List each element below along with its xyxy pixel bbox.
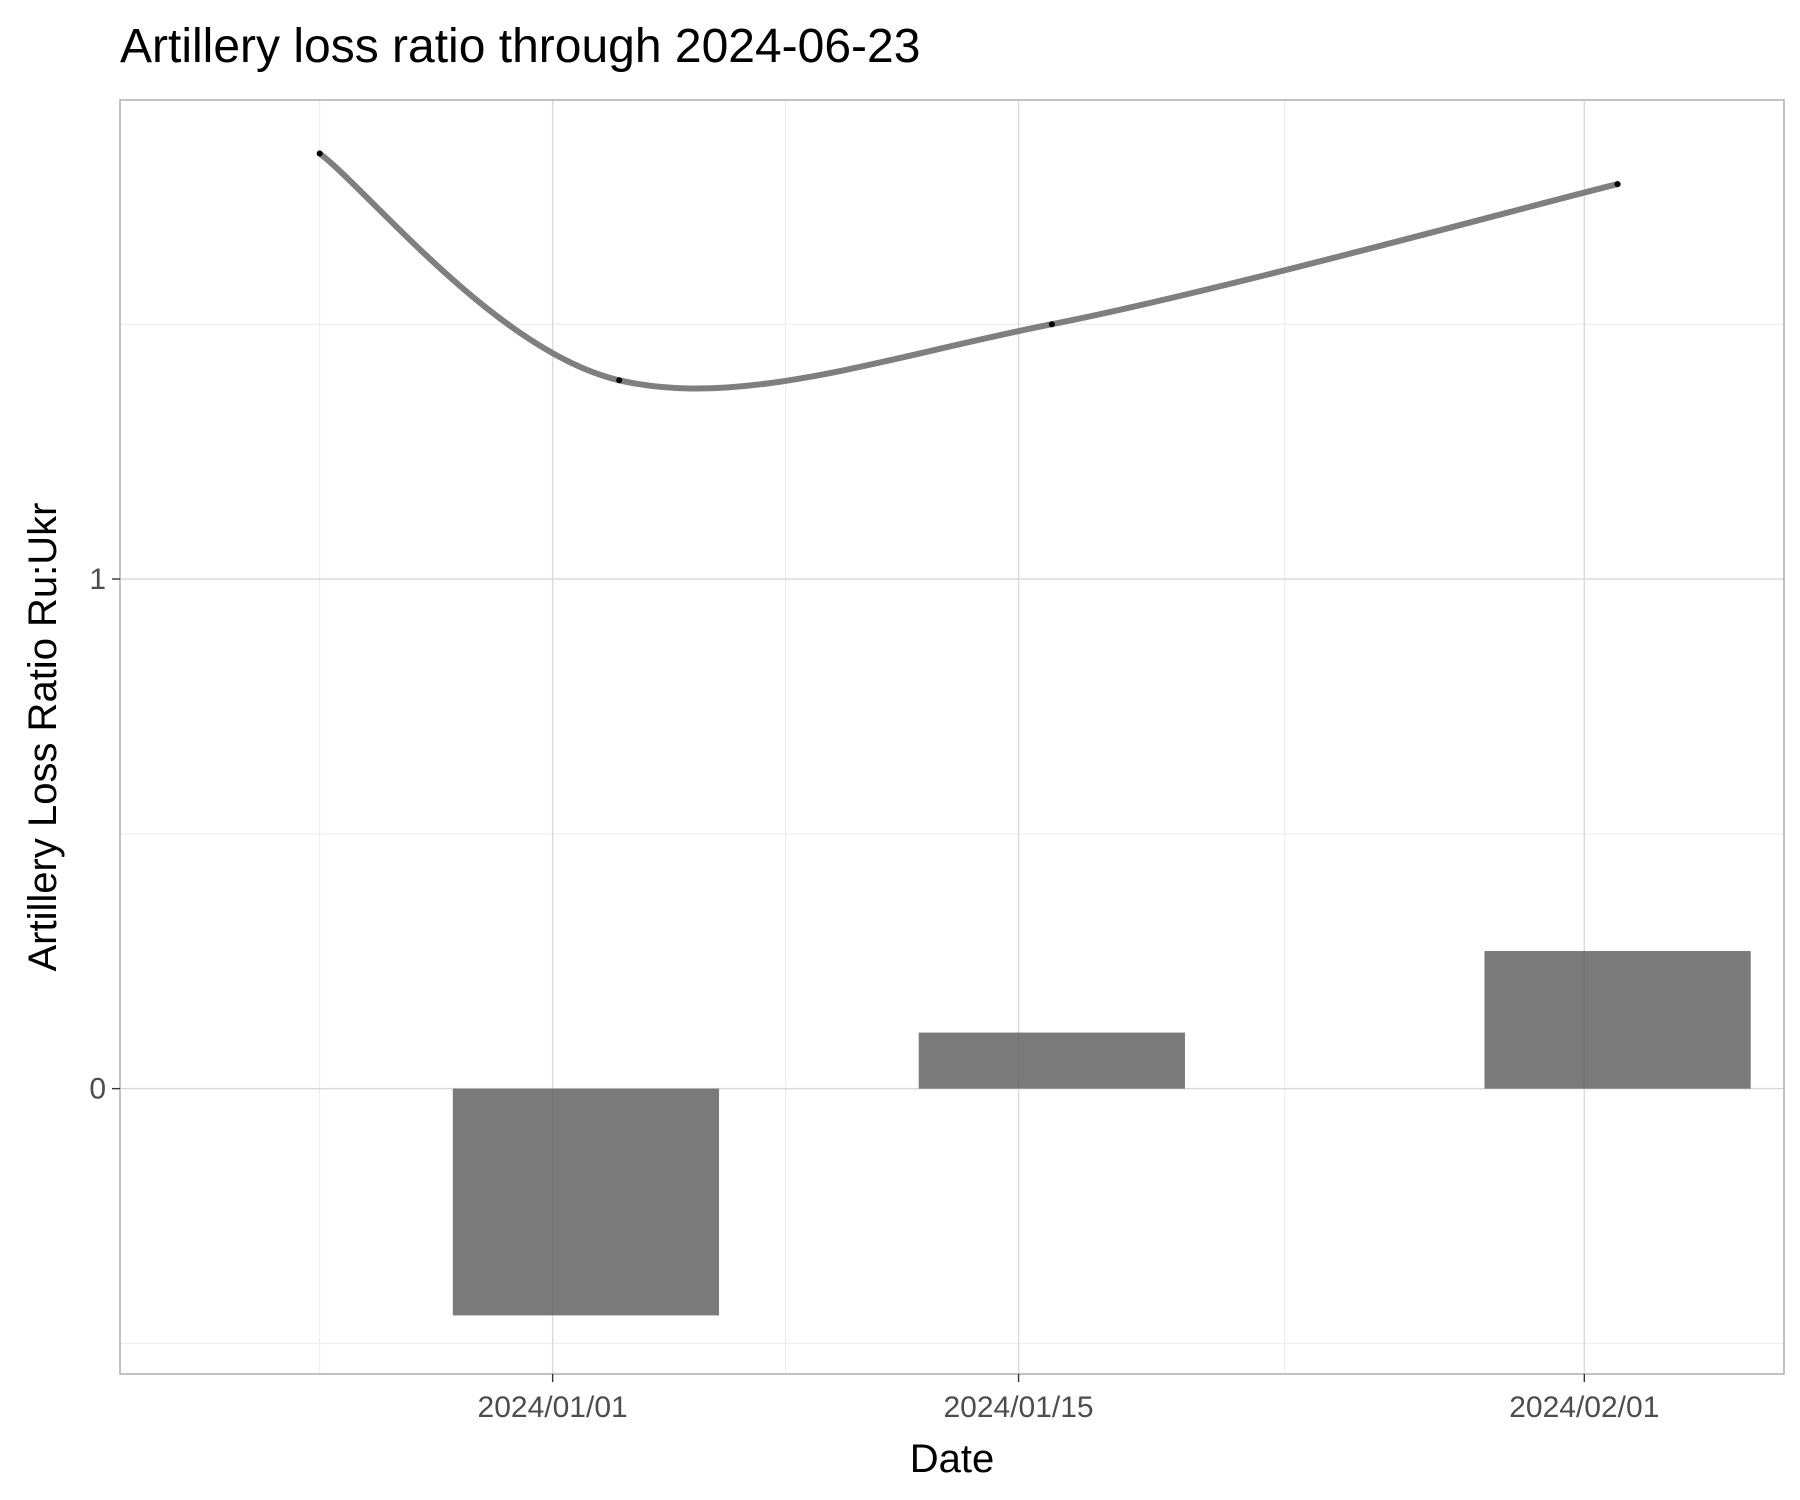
x-axis-ticks: 2024/01/01 2024/01/15 2024/02/01 bbox=[478, 1374, 1659, 1424]
bars bbox=[452, 951, 1751, 1316]
data-point-2 bbox=[616, 377, 623, 384]
chart-title: Artillery loss ratio through 2024-06-23 bbox=[120, 20, 920, 73]
bar-1 bbox=[452, 1088, 720, 1316]
points bbox=[316, 150, 1621, 384]
data-point-4 bbox=[1614, 181, 1621, 188]
grid bbox=[120, 100, 1784, 1374]
y-tick-label: 1 bbox=[89, 563, 106, 596]
data-point-1 bbox=[316, 150, 323, 157]
bar-3 bbox=[1484, 951, 1751, 1089]
y-tick-label: 0 bbox=[89, 1073, 106, 1106]
data-point-3 bbox=[1048, 321, 1055, 328]
panel-border bbox=[119, 99, 1785, 1375]
x-tick-label: 2024/01/15 bbox=[943, 1391, 1093, 1424]
bar-2 bbox=[918, 1032, 1185, 1089]
x-axis-title: Date bbox=[910, 1437, 995, 1481]
y-axis-ticks: 01 bbox=[89, 563, 120, 1106]
x-tick-label: 2024/02/01 bbox=[1509, 1391, 1659, 1424]
smooth-line bbox=[316, 150, 1621, 392]
smooth-line-layer bbox=[316, 150, 1621, 392]
y-axis-title: Artillery Loss Ratio Ru:Ukr bbox=[21, 502, 65, 971]
x-tick-label: 2024/01/01 bbox=[478, 1391, 628, 1424]
